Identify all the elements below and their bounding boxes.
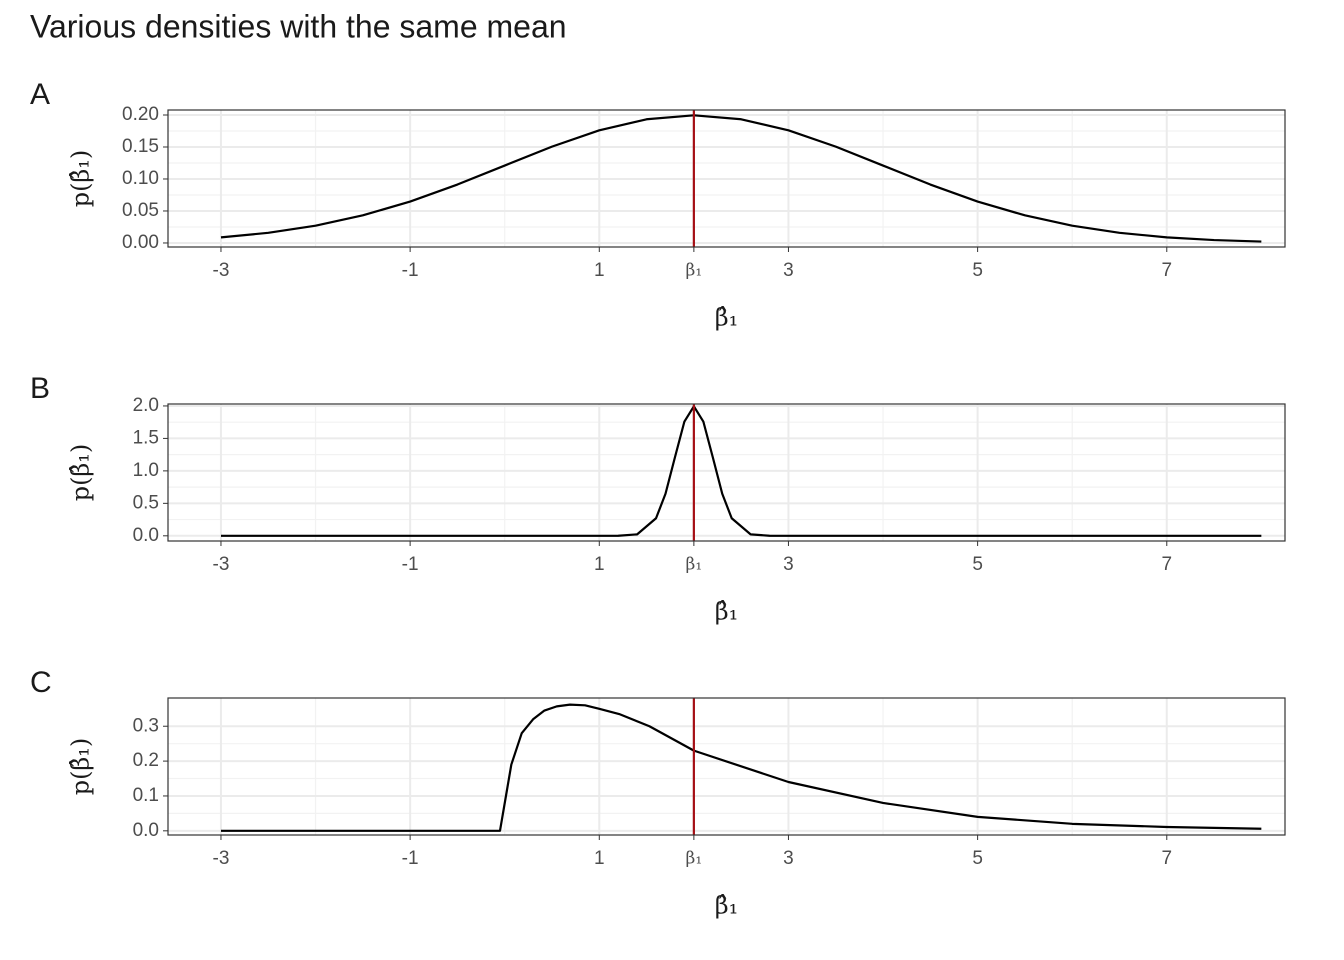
x-tick-label: 3 <box>783 260 794 281</box>
x-tick-label: 7 <box>1161 848 1172 869</box>
x-tick-label: 5 <box>972 848 983 869</box>
x-tick-label: -1 <box>402 554 419 575</box>
y-tick-label: 0.1 <box>133 785 159 806</box>
y-tick-label: 0.0 <box>133 525 159 546</box>
density-line <box>220 114 1262 243</box>
y-tick-label: 2.0 <box>133 395 159 416</box>
x-axis-title: β̂₁ <box>715 598 739 626</box>
y-axis-title: p(β̂₁) <box>67 444 95 502</box>
x-tick-label: 3 <box>783 848 794 869</box>
x-tick-label: -3 <box>213 554 230 575</box>
panel-border <box>167 697 1286 836</box>
y-tick-label: 0.3 <box>133 715 159 736</box>
x-tick-label: 5 <box>972 260 983 281</box>
x-tick-label: 1 <box>594 554 605 575</box>
x-tick-label: β₁ <box>686 849 703 869</box>
x-axis-title: β̂₁ <box>715 304 739 332</box>
x-tick-label: 3 <box>783 554 794 575</box>
x-tick-label: β₁ <box>686 261 703 281</box>
panel-border <box>167 109 1286 248</box>
y-tick-label: 0.05 <box>122 200 159 221</box>
y-tick-label: 1.0 <box>133 460 159 481</box>
x-tick-label: 1 <box>594 260 605 281</box>
y-axis-title: p(β̂₁) <box>67 738 95 796</box>
x-tick-label: -3 <box>213 260 230 281</box>
density-line <box>220 703 1262 832</box>
y-tick-label: 0.0 <box>133 820 159 841</box>
x-tick-label: -1 <box>402 260 419 281</box>
y-tick-label: 0.10 <box>122 168 159 189</box>
y-tick-label: 0.15 <box>122 136 159 157</box>
y-tick-label: 0.20 <box>122 104 159 125</box>
x-tick-label: 7 <box>1161 554 1172 575</box>
x-tick-label: 1 <box>594 848 605 869</box>
x-tick-label: -1 <box>402 848 419 869</box>
x-axis-title: β̂₁ <box>715 892 739 920</box>
y-tick-label: 0.2 <box>133 750 159 771</box>
chart-title: Various densities with the same mean <box>30 8 567 44</box>
panel-border <box>167 403 1286 542</box>
panel-tag: A <box>30 78 50 111</box>
y-axis-title: p(β̂₁) <box>67 150 95 208</box>
x-tick-label: 7 <box>1161 260 1172 281</box>
panel-tag: C <box>30 666 52 699</box>
panel-tag: B <box>30 372 50 405</box>
x-tick-label: β₁ <box>686 555 703 575</box>
y-tick-label: 0.00 <box>122 232 159 253</box>
x-tick-label: -3 <box>213 848 230 869</box>
y-tick-label: 1.5 <box>133 427 159 448</box>
y-tick-label: 0.5 <box>133 492 159 513</box>
x-tick-label: 5 <box>972 554 983 575</box>
